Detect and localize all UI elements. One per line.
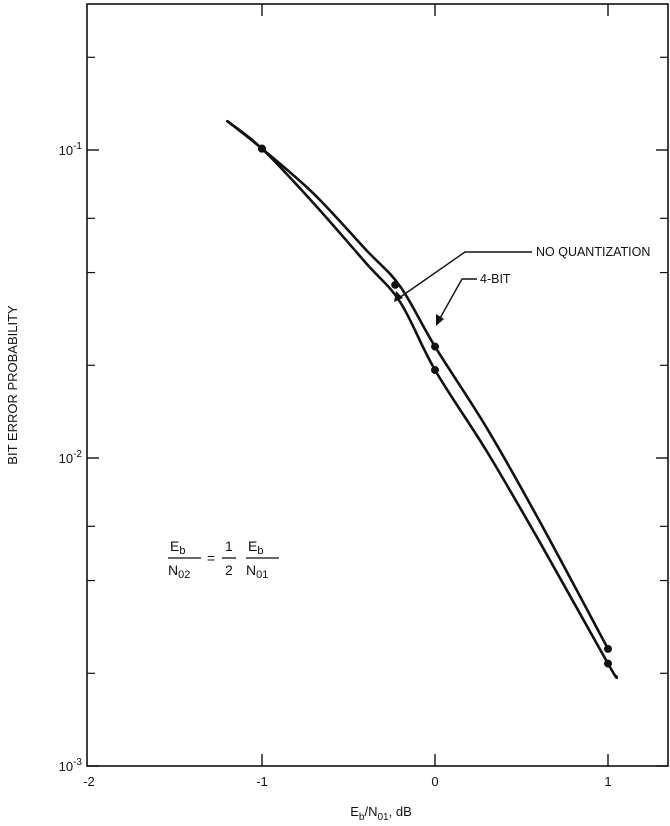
eq-lhs-numerator: Eb xyxy=(170,538,185,557)
data-point-4-bit xyxy=(604,644,612,653)
data-point-4-bit xyxy=(258,144,266,153)
x-tick-label: 1 xyxy=(604,774,611,789)
annotation-no-quantization: NO QUANTIZATION xyxy=(394,245,650,302)
y-tick-label: 10-2 xyxy=(59,449,83,466)
data-curves xyxy=(226,119,618,680)
arrowhead-icon xyxy=(394,291,403,302)
y-tick-label: 10-1 xyxy=(59,141,83,158)
equation-annotation: Eb N02 = 1 2 Eb N01 xyxy=(168,538,279,581)
data-point-4-bit xyxy=(391,280,400,289)
series-line-4-bit xyxy=(226,119,610,651)
y-axis-label: BIT ERROR PROBABILITY xyxy=(5,305,20,465)
eq-coef-denominator: 2 xyxy=(225,562,233,578)
axis-ticks xyxy=(87,4,668,767)
eq-lhs-denominator: N02 xyxy=(168,562,190,581)
x-tick-label: -2 xyxy=(83,774,95,789)
x-tick-label: 0 xyxy=(431,774,438,789)
arrowhead-icon xyxy=(436,314,444,326)
plot-frame xyxy=(86,3,669,767)
series-line-no-quantization xyxy=(226,119,618,680)
annotation-label-no-quantization: NO QUANTIZATION xyxy=(536,245,650,259)
annotation-leader-4-bit xyxy=(438,278,477,321)
eq-rhs-numerator: Eb xyxy=(248,538,263,557)
data-markers xyxy=(258,144,612,668)
eq-equals: = xyxy=(207,550,215,566)
eq-coef-numerator: 1 xyxy=(225,538,233,554)
y-tick-label: 10-3 xyxy=(59,757,83,774)
annotation-4-bit: 4-BIT xyxy=(436,272,511,326)
annotation-label-4-bit: 4-BIT xyxy=(480,272,511,286)
annotation-leader-no-quantization xyxy=(398,251,532,299)
data-point-4-bit xyxy=(431,342,439,351)
x-axis-label: Eb/N01, dB xyxy=(350,804,411,823)
data-point-no-quantization xyxy=(604,659,612,668)
axis-tick-labels: -2 -1 0 1 10-1 10-2 10-3 xyxy=(59,141,612,789)
x-tick-label: -1 xyxy=(256,774,268,789)
eq-rhs-denominator: N01 xyxy=(246,562,268,581)
data-point-no-quantization xyxy=(431,366,439,375)
